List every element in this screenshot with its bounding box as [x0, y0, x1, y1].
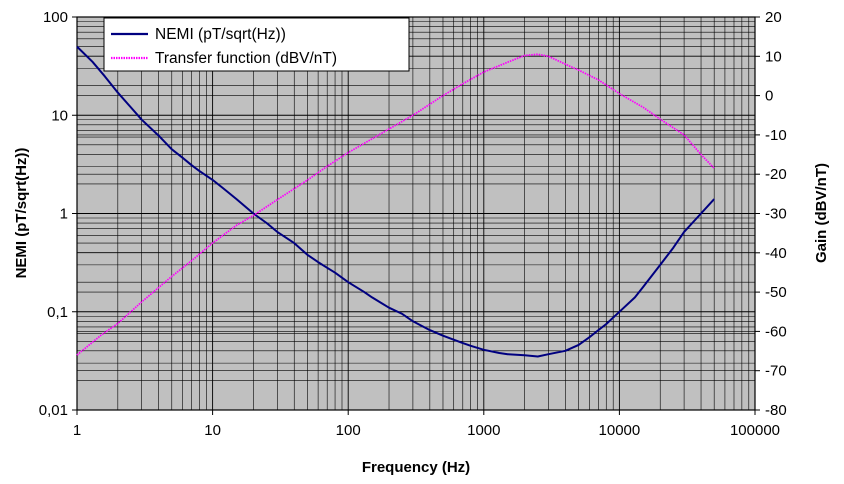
- y-right-tick-label: -50: [765, 284, 787, 301]
- y-left-tick-label: 1: [60, 206, 68, 223]
- y-right-tick-label: 0: [765, 88, 773, 105]
- x-tick-label: 10: [204, 422, 221, 439]
- y-right-tick-label: -80: [765, 402, 787, 419]
- legend-label-transfer-function: Transfer function (dBV/nT): [155, 50, 337, 67]
- series-line-transfer-function: [76, 53, 715, 356]
- y-left-tick-label: 0,1: [47, 304, 68, 321]
- legend: NEMI (pT/sqrt(Hz)) Transfer function (dB…: [103, 17, 410, 72]
- x-tick-label: 100: [336, 422, 361, 439]
- x-tick-label: 1: [73, 422, 81, 439]
- x-tick-label: 100000: [730, 422, 780, 439]
- axis-ticks: 1 10 100 1000 10000 1000001001010,10,0120100-…: [39, 9, 787, 439]
- y-right-tick-label: 10: [765, 48, 782, 65]
- y-left-axis-title: NEMI (pT/sqrt(Hz)): [13, 148, 30, 279]
- y-right-tick-label: 20: [765, 9, 782, 26]
- y-right-tick-label: -70: [765, 363, 787, 380]
- y-right-tick-label: -10: [765, 127, 787, 144]
- series-line-nemi: [76, 45, 715, 358]
- y-right-axis-title: Gain (dBV/nT): [813, 163, 830, 263]
- x-tick-label: 1000: [467, 422, 500, 439]
- y-left-tick-label: 100: [43, 9, 68, 26]
- y-right-tick-label: -60: [765, 323, 787, 340]
- y-right-tick-label: -40: [765, 245, 787, 262]
- y-right-tick-label: -30: [765, 206, 787, 223]
- series-layer: [76, 45, 715, 358]
- y-right-tick-label: -20: [765, 166, 787, 183]
- x-axis-title: Frequency (Hz): [362, 459, 470, 476]
- y-left-tick-label: 10: [51, 107, 68, 124]
- legend-box: [103, 17, 410, 72]
- legend-label-nemi: NEMI (pT/sqrt(Hz)): [155, 26, 286, 43]
- y-left-tick-label: 0,01: [39, 402, 68, 419]
- x-tick-label: 10000: [599, 422, 641, 439]
